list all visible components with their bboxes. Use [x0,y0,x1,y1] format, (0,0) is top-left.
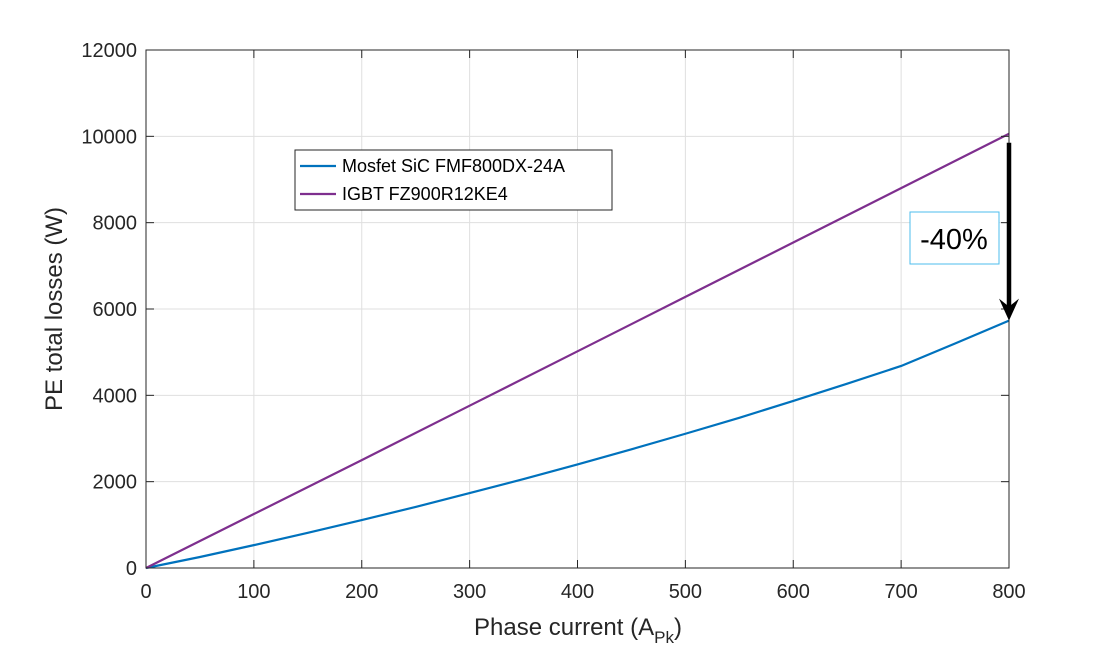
x-tick-label: 100 [237,581,270,603]
series-line-igbt [145,132,1010,569]
x-tick-label: 300 [453,581,486,603]
x-tick-label: 400 [561,581,594,603]
x-tick-label: 800 [992,581,1025,603]
y-tick-label: 12000 [81,40,137,62]
series-layer [145,132,1010,570]
legend-label-mosfet: Mosfet SiC FMF800DX-24A [342,156,565,176]
x-axis-title-suffix: ) [674,614,682,641]
x-tick-label: 600 [777,581,810,603]
x-axis-title-main: Phase current (A [474,614,654,641]
y-tick-label: 8000 [93,213,138,235]
x-tick-label: 0 [140,581,151,603]
x-axis-title: Phase current (APk) [474,614,682,647]
y-tick-label: 10000 [81,126,137,148]
series-line-mosfet [145,319,1010,570]
ticks: 0 100 200 300 400 500 600 700 800020004000600080… [81,40,1025,603]
x-tick-label: 200 [345,581,378,603]
y-axis-title: PE total losses (W) [41,207,68,411]
annotation-box [909,211,1000,265]
legend: Mosfet SiC FMF800DX-24A IGBT FZ900R12KE4 [294,149,613,211]
x-tick-label: 700 [884,581,917,603]
arrow-head [999,298,1019,321]
y-tick-label: 6000 [93,299,138,321]
legend-label-igbt: IGBT FZ900R12KE4 [342,184,508,204]
reduction-annotation: -40% [909,142,1019,321]
y-tick-label: 0 [126,558,137,580]
legend-box [294,149,613,211]
x-axis-title-subscript: Pk [654,628,674,647]
y-tick-label: 4000 [93,385,138,407]
x-tick-label: 500 [669,581,702,603]
annotation-text: -40% [920,224,988,256]
y-tick-label: 2000 [93,472,138,494]
